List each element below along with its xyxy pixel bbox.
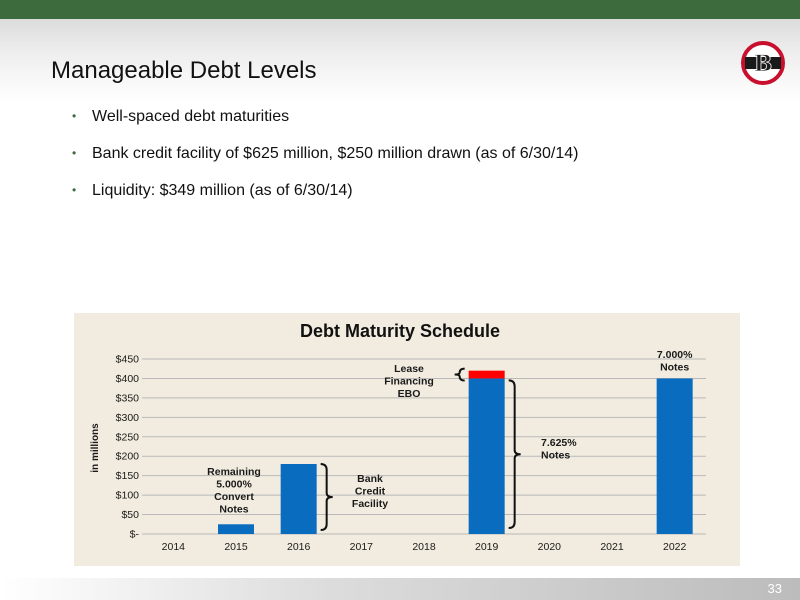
x-tick-label: 2022: [663, 541, 687, 553]
x-tick-label: 2021: [600, 541, 624, 553]
chart-title: Debt Maturity Schedule: [299, 321, 501, 341]
annotation-remaining-convert-notes: Remaining 5.000% Convert Notes: [207, 466, 261, 516]
bracket-bank-credit: [320, 463, 333, 531]
annotation-lease-financing-ebo: Lease Financing EBO: [384, 363, 434, 400]
x-tick-label: 2015: [224, 541, 248, 553]
bullet-icon: •: [72, 183, 77, 197]
annotation-7000-notes: 7.000% Notes: [657, 349, 693, 374]
y-tick-label: $250: [116, 431, 140, 443]
bullet-item: • Liquidity: $349 million (as of 6/30/14): [72, 172, 578, 209]
bullet-text: Bank credit facility of $625 million, $2…: [92, 145, 579, 162]
y-tick-label: $100: [116, 490, 140, 502]
x-tick-label: 2017: [350, 541, 374, 553]
lease-bar: [468, 370, 505, 379]
bullet-icon: •: [72, 109, 77, 123]
brand-logo: B: [741, 41, 785, 85]
bracket-lease-financing: [454, 367, 465, 382]
y-tick-label: $150: [116, 470, 140, 482]
y-tick-label: $200: [116, 451, 140, 463]
x-tick-label: 2018: [412, 541, 436, 553]
annotation-7625-notes: 7.625% Notes: [541, 437, 577, 462]
label-layer: $- $50 $100 $150 $200 $250 $300 $350 $400 $450 201…: [116, 349, 693, 553]
y-tick-label: $400: [116, 373, 140, 385]
bracket-7625-notes: [508, 379, 521, 529]
bullet-text: Liquidity: $349 million (as of 6/30/14): [92, 182, 353, 199]
annotation-bank-credit-facility: Bank Credit Facility: [352, 473, 388, 510]
bullet-text: Well-spaced debt maturities: [92, 108, 290, 125]
slide-title: Manageable Debt Levels: [51, 57, 317, 84]
debt-bar: [280, 464, 317, 534]
bullet-item: • Bank credit facility of $625 million, $…: [72, 135, 578, 172]
logo-stripe: [745, 57, 781, 69]
logo-letter: B: [754, 51, 773, 77]
x-tick-label: 2019: [475, 541, 499, 553]
top-accent-bar: [0, 0, 800, 19]
y-tick-label: $450: [116, 354, 140, 366]
bullet-icon: •: [72, 146, 77, 160]
bar-layer: [218, 370, 693, 534]
y-axis-label: in millions: [90, 423, 101, 473]
x-tick-label: 2016: [287, 541, 311, 553]
y-tick-label: $-: [130, 529, 140, 541]
bullet-list: • Well-spaced debt maturities • Bank credi…: [72, 98, 578, 209]
x-tick-label: 2014: [162, 541, 186, 553]
chart-panel: [74, 313, 740, 566]
footer-band: [0, 578, 800, 600]
y-tick-label: $300: [116, 412, 140, 424]
debt-bar: [656, 378, 693, 534]
header-band: [0, 19, 800, 103]
y-tick-label: $350: [116, 392, 140, 404]
debt-bar: [218, 524, 254, 534]
page-number: 33: [767, 581, 782, 596]
bullet-item: • Well-spaced debt maturities: [72, 98, 578, 135]
x-tick-label: 2020: [538, 541, 562, 553]
y-tick-label: $50: [121, 509, 139, 521]
debt-bar: [468, 378, 505, 534]
